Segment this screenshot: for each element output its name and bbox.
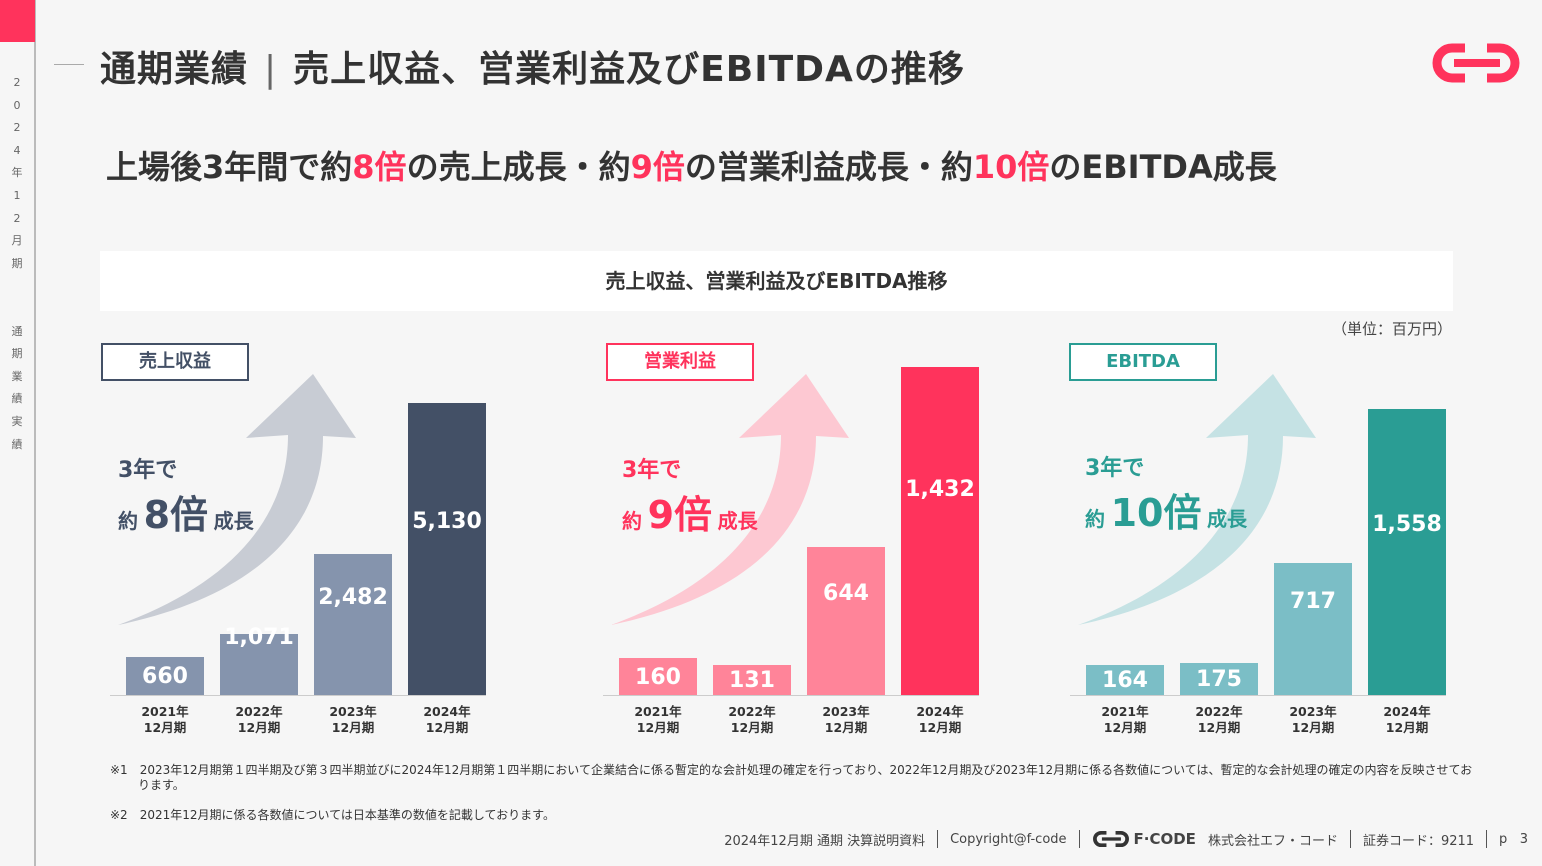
category-label: 2024年 12月期 [423,704,471,735]
chart-label-2: EBITDA [1069,343,1217,381]
headline-text: の営業利益成長・約 [684,148,973,186]
headline-highlight: 8倍 [352,148,407,186]
chart-label-0: 売上収益 [101,343,249,381]
page-number: p 3 [1499,832,1528,847]
category-label: 2022年 12月期 [235,704,283,735]
bar-value-label: 1,432 [905,477,975,502]
category-label: 2023年 12月期 [822,704,870,735]
brand-name: F·CODE [1133,830,1196,848]
growth-line1: 3年で [1085,456,1145,481]
bar-value-label: 644 [823,581,869,606]
headline-highlight: 9倍 [630,148,685,186]
bar-value-label: 131 [729,668,775,693]
growth-pre: 約 [622,509,642,533]
bar-value-label: 1,071 [224,624,294,650]
category-label: 2021年 12月期 [1101,704,1149,735]
page-value: 3 [1519,831,1528,847]
category-label: 2021年 12月期 [141,704,189,735]
chart-axis [603,695,979,696]
chart-banner: 売上収益、営業利益及びEBITDA推移 [100,251,1453,311]
bar: 131 [713,665,791,695]
title-separator: | [264,49,278,90]
chart-label-1: 営業利益 [606,343,754,381]
growth-multiple: 8倍 [143,493,209,537]
footer-doc: 2024年12月期 通期 決算説明資料 [724,833,926,849]
section-label: 通期業績 [100,49,249,90]
divider [1486,830,1488,848]
bar: 5,130 [408,403,486,695]
footer-copyright: Copyright@f-code [950,831,1067,847]
divider [937,830,939,848]
growth-post: 成長 [717,509,758,533]
fcode-logo-icon [1432,43,1520,83]
footer-stock-code: 証券コード：9211 [1362,833,1475,849]
bar: 660 [126,657,204,695]
bar-value-label: 717 [1290,589,1336,614]
fcode-logo-icon [1092,830,1129,848]
growth-post: 成長 [1207,507,1248,531]
growth-pre: 約 [118,509,138,533]
headline-text: の売上成長・約 [406,148,631,186]
category-label: 2024年 12月期 [1383,704,1431,735]
growth-post: 成長 [213,509,254,533]
growth-line1: 3年で [118,458,178,483]
bar: 1,071 [220,625,298,695]
category-label: 2021年 12月期 [634,704,682,735]
divider [1078,830,1080,848]
title-dash [54,64,84,65]
bar: 1,558 [1368,409,1446,695]
headline-text: のEBITDA成長 [1049,148,1277,186]
growth-multiple: 9倍 [647,493,713,537]
chart-axis [110,695,486,696]
category-label: 2022年 12月期 [728,704,776,735]
page-prefix: p [1499,831,1508,847]
bar: 717 [1274,563,1352,695]
bar-value-label: 160 [635,664,681,690]
divider [1349,830,1351,848]
category-label: 2024年 12月期 [916,704,964,735]
growth-multiple: 10倍 [1110,491,1202,535]
growth-text: 3年で約 8倍 成長 [118,452,254,539]
title-text: 売上収益、営業利益及びEBITDAの推移 [293,49,965,90]
bar: 1,432 [901,367,979,695]
footer: 2024年12月期 通期 決算説明資料 Copyright@f-code F·C… [724,829,1528,849]
headline-text: 上場後3年間で約 [106,148,353,186]
unit-label: （単位：百万円） [1331,320,1452,338]
bar-value-label: 175 [1196,667,1242,692]
bar: 175 [1180,663,1258,695]
headline-highlight: 10倍 [972,148,1050,186]
sidebar-accent-tab [0,0,35,42]
category-label: 2023年 12月期 [1289,704,1337,735]
footnote-2: ※2 2021年12月期に係る各数値については日本基準の数値を記載しております。 [110,808,555,822]
bar-value-label: 164 [1102,668,1148,693]
bar-value-label: 2,482 [318,584,388,610]
bar-value-label: 1,558 [1372,512,1442,537]
footer-company: 株式会社エフ・コード [1207,833,1338,849]
growth-line1: 3年で [622,458,682,483]
chart-axis [1070,695,1446,696]
category-label: 2023年 12月期 [329,704,377,735]
bar: 2,482 [314,554,392,695]
growth-pre: 約 [1085,507,1105,531]
growth-arrow-icon [118,374,356,625]
bar: 160 [619,658,697,695]
bar: 644 [807,547,885,695]
footer-brand: F·CODE [1092,829,1196,849]
headline: 上場後3年間で約8倍の売上成長・約9倍の営業利益成長・約10倍のEBITDA成長 [106,142,1277,188]
growth-arrow-icon [611,374,849,625]
category-label: 2022年 12月期 [1195,704,1243,735]
growth-text: 3年で約 10倍 成長 [1085,450,1247,537]
growth-text: 3年で約 9倍 成長 [622,452,758,539]
bar-value-label: 5,130 [412,509,482,534]
page-title: 通期業績 | 売上収益、営業利益及びEBITDAの推移 [100,40,965,92]
bar: 164 [1086,665,1164,695]
bar-value-label: 660 [142,664,188,689]
growth-arrow-icon [1078,374,1316,625]
footnote-1: ※1 2023年12月期第１四半期及び第３四半期並びに2024年12月期第１四半… [110,763,1473,792]
